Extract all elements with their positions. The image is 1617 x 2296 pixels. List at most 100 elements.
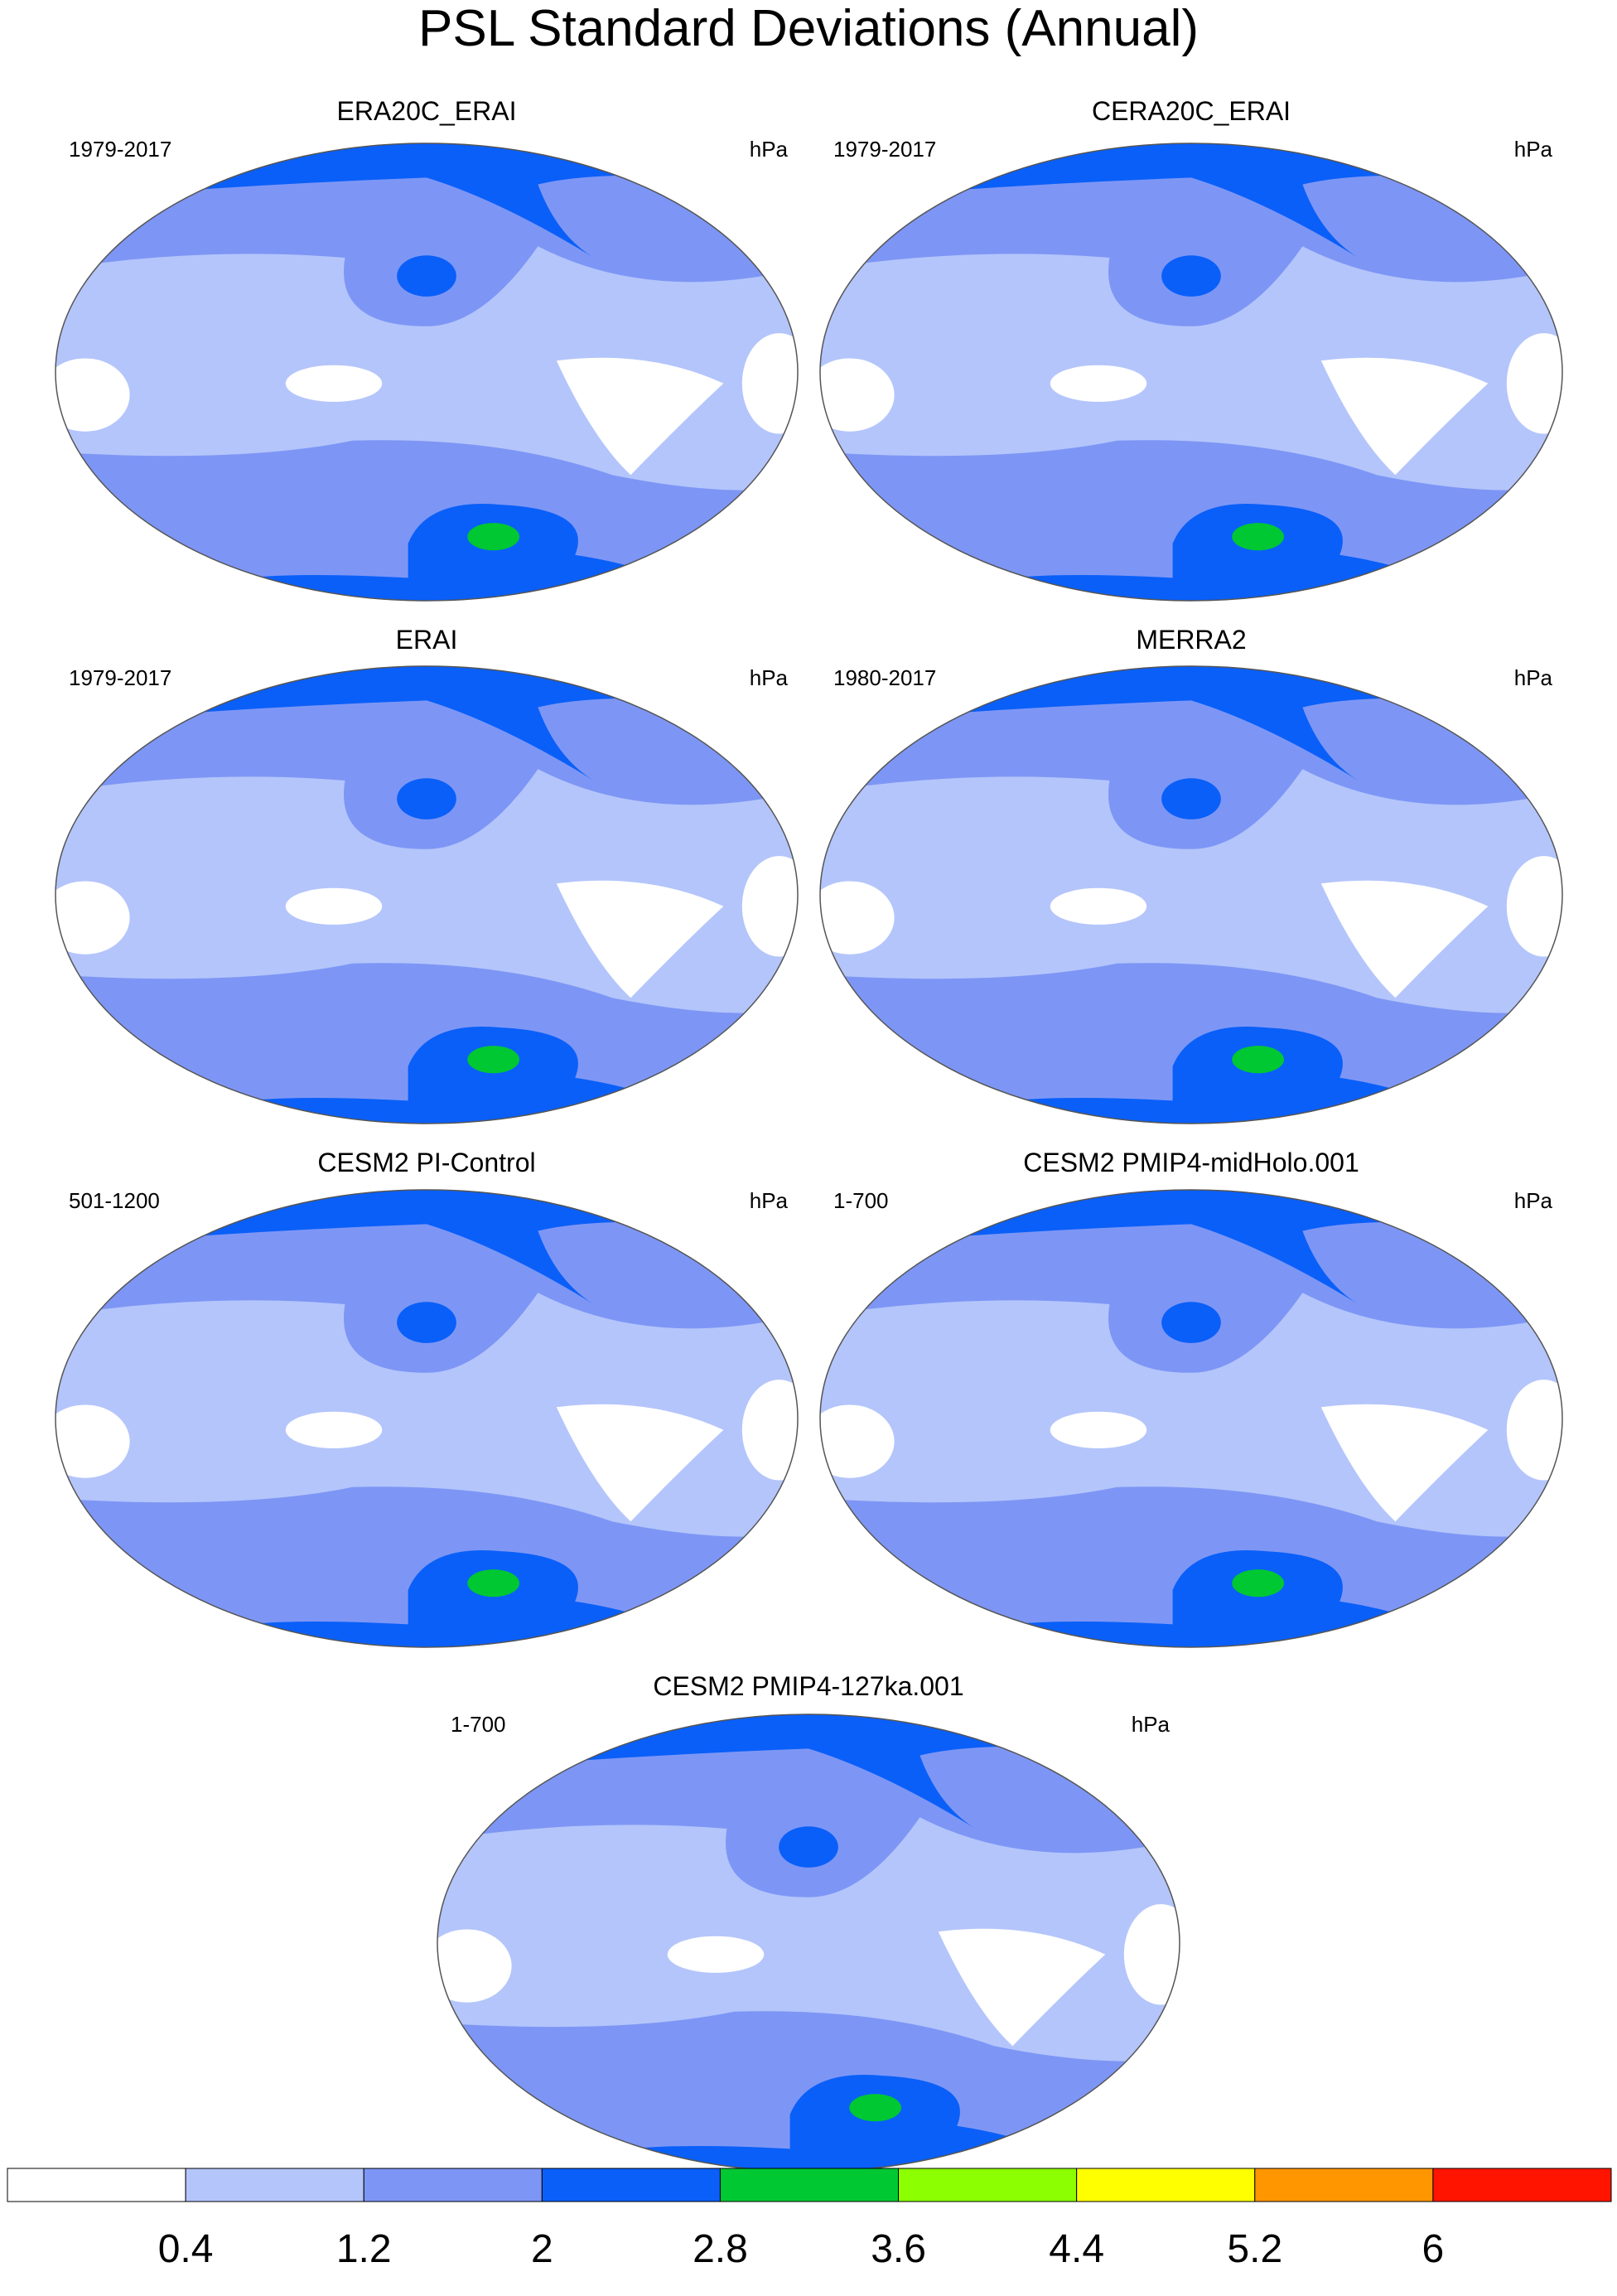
colorbar-label: 1.2: [336, 2227, 392, 2271]
panel-units: hPa: [1514, 1188, 1553, 1213]
panel-period: 1-700: [451, 1712, 506, 1737]
colorbar-label: 5.2: [1227, 2227, 1282, 2271]
contour-region: [1232, 523, 1284, 551]
contour-region: [1050, 365, 1147, 402]
panel-units: hPa: [1514, 665, 1553, 690]
contour-region: [56, 143, 798, 326]
contour-region: [467, 1569, 519, 1598]
contour-region: [820, 143, 1562, 326]
panel-units: hPa: [1132, 1712, 1171, 1737]
colorbar-label: 3.6: [871, 2227, 926, 2271]
contour-region: [397, 778, 456, 819]
contour-region: [56, 1404, 130, 1478]
panel-units: hPa: [750, 665, 789, 690]
map: [805, 666, 1581, 1124]
colorbar-box: [898, 2168, 1078, 2202]
map-border: [56, 666, 798, 1124]
contour-region: [285, 887, 383, 925]
map: [422, 1714, 1198, 2172]
contour-region: [931, 504, 1451, 601]
colorbar-box: [541, 2168, 721, 2202]
map-fill: [820, 143, 1562, 601]
map-border: [820, 1190, 1562, 1647]
contour-region: [437, 1929, 512, 2003]
contour-region: [1506, 333, 1562, 434]
colorbar-box: [1254, 2168, 1434, 2202]
figure-title: PSL Standard Deviations (Annual): [418, 0, 1199, 57]
map-border: [56, 143, 798, 601]
panel-title: CESM2 PI-Control: [317, 1148, 535, 1177]
contour-region: [1506, 856, 1562, 957]
contour-region: [56, 1190, 798, 1373]
colorbar-label: 6: [1422, 2227, 1445, 2271]
contour-region: [467, 523, 519, 551]
contour-region: [167, 1027, 687, 1124]
contour-region: [931, 1550, 1451, 1647]
contour-region: [397, 255, 456, 297]
map-fill: [437, 1714, 1180, 2172]
panel-title: CESM2 PMIP4-midHolo.001: [1023, 1148, 1359, 1177]
contour-region: [931, 1027, 1451, 1124]
map-border: [820, 666, 1562, 1124]
colorbar-box: [1432, 2168, 1612, 2202]
contour-region: [1161, 255, 1221, 297]
map-border: [56, 1190, 798, 1647]
contour-region: [56, 666, 798, 849]
contour-region: [1320, 1404, 1489, 1522]
colorbar-box: [363, 2168, 543, 2202]
contour-region: [1123, 1904, 1180, 2005]
map: [41, 666, 816, 1124]
contour-region: [56, 881, 130, 955]
contour-region: [938, 1928, 1106, 2047]
contour-region: [556, 880, 724, 998]
map-fill: [820, 666, 1562, 1124]
contour-region: [1232, 1046, 1284, 1074]
contour-region: [556, 1404, 724, 1522]
contour-region: [56, 358, 130, 432]
colorbar-label: 2: [531, 2227, 553, 2271]
contour-region: [1050, 1411, 1147, 1448]
panel-title: ERA20C_ERAI: [337, 96, 517, 126]
map-fill: [820, 1190, 1562, 1647]
panel-period: 1-700: [833, 1188, 889, 1213]
panel-period: 1979-2017: [833, 137, 936, 162]
map-fill: [56, 1190, 798, 1647]
panel-units: hPa: [750, 137, 789, 162]
contour-region: [741, 856, 798, 957]
contour-region: [167, 504, 687, 601]
colorbar-label: 2.8: [693, 2227, 748, 2271]
panel-units: hPa: [750, 1188, 789, 1213]
contour-region: [167, 1550, 687, 1647]
contour-region: [467, 1046, 519, 1074]
contour-region: [849, 2094, 901, 2122]
colorbar-box: [185, 2168, 364, 2202]
colorbar-label: 4.4: [1049, 2227, 1104, 2271]
map: [805, 143, 1581, 601]
contour-region: [820, 358, 895, 432]
panel-title: ERAI: [396, 625, 458, 655]
map: [41, 1190, 816, 1647]
contour-region: [779, 1826, 838, 1868]
contour-region: [397, 1302, 456, 1343]
contour-region: [741, 1380, 798, 1481]
contour-region: [285, 365, 383, 402]
colorbar-box: [719, 2168, 900, 2202]
contour-region: [741, 333, 798, 434]
map-fill: [56, 666, 798, 1124]
contour-region: [285, 1411, 383, 1448]
contour-region: [820, 1190, 1562, 1373]
panel-units: hPa: [1514, 137, 1553, 162]
contour-region: [1506, 1380, 1562, 1481]
map-border: [820, 143, 1562, 601]
panel-title: CESM2 PMIP4-127ka.001: [653, 1671, 963, 1701]
contour-region: [820, 881, 895, 955]
contour-region: [1320, 357, 1489, 476]
map: [805, 1190, 1581, 1647]
colorbar-label: 0.4: [158, 2227, 214, 2271]
contour-region: [556, 357, 724, 476]
contour-region: [437, 1714, 1180, 1897]
contour-region: [548, 2075, 1069, 2172]
colorbar-box: [7, 2168, 186, 2202]
panel-title: MERRA2: [1136, 625, 1246, 655]
